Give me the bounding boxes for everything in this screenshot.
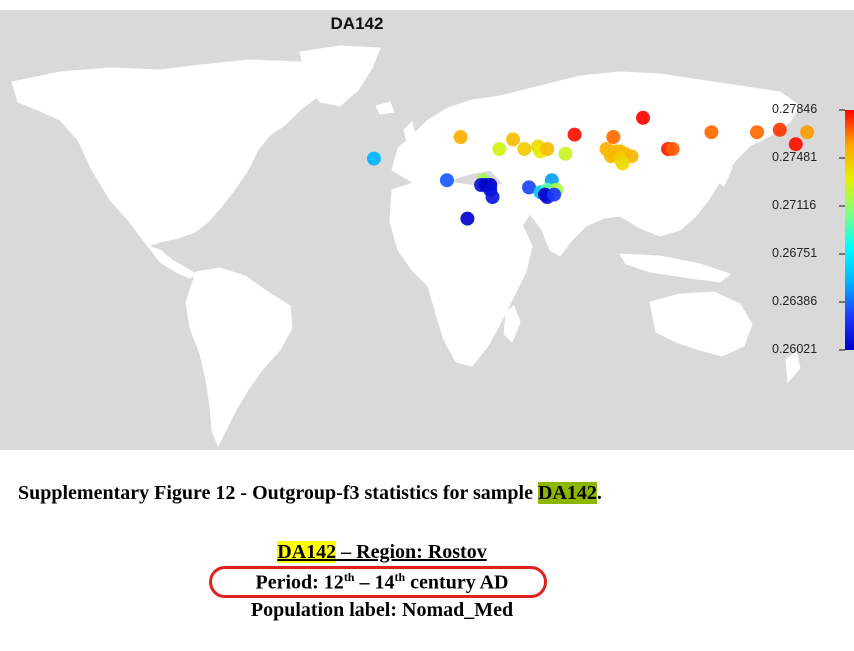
colorbar-tick-label: 0.27116	[772, 198, 817, 212]
colorbar-tick-label: 0.26386	[772, 294, 818, 308]
greenland	[299, 45, 381, 107]
map-figure: DA142 0.27846 0.27481 0.27116 0.26751 0.2638…	[0, 10, 854, 450]
colorbar-tick-label: 0.26021	[772, 342, 818, 356]
data-point	[772, 122, 787, 137]
info-region: – Region: Rostov	[336, 541, 487, 563]
data-point	[558, 146, 573, 161]
indonesia	[619, 253, 732, 283]
land-masses	[11, 45, 801, 448]
period-sup-1: th	[343, 570, 355, 584]
colorbar	[839, 109, 854, 351]
data-point	[492, 142, 507, 156]
data-point	[517, 142, 532, 156]
figure-caption: Supplementary Figure 12 - Outgroup-f3 st…	[18, 482, 602, 505]
data-point	[750, 125, 764, 140]
info-sample-highlight: DA142	[277, 541, 337, 563]
data-point	[800, 125, 815, 140]
north-america	[11, 59, 331, 247]
data-point	[615, 156, 630, 171]
data-point	[453, 130, 468, 144]
iceland	[375, 101, 395, 115]
data-point	[366, 151, 381, 166]
data-point	[460, 211, 475, 226]
data-point	[788, 137, 803, 152]
colorbar-gradient	[845, 110, 854, 350]
info-region-line: DA142 – Region: Rostov	[0, 541, 764, 564]
data-point	[485, 190, 500, 204]
data-point	[567, 127, 582, 142]
caption-prefix: Supplementary Figure 12 - Outgroup-f3 st…	[18, 482, 538, 504]
period-middle: – 14	[354, 571, 395, 594]
info-population-line: Population label: Nomad_Med	[250, 599, 514, 621]
caption-sample-highlight: DA142	[538, 482, 597, 504]
caption-suffix: .	[596, 482, 602, 504]
period-prefix: Period: 12	[255, 571, 344, 594]
japan	[715, 151, 733, 187]
data-point	[439, 173, 454, 188]
period-sup-2: th	[394, 570, 406, 584]
asia	[489, 71, 801, 257]
world-map	[11, 45, 854, 448]
data-point	[522, 180, 536, 195]
data-point	[636, 110, 650, 125]
central-america	[146, 245, 197, 279]
data-point	[547, 187, 562, 202]
colorbar-tick-label: 0.27846	[772, 102, 818, 116]
data-point	[704, 125, 719, 140]
colorbar-tick-label: 0.26751	[772, 246, 818, 260]
map-title: DA142	[330, 14, 384, 33]
south-america	[185, 267, 293, 448]
new-zealand	[785, 351, 801, 384]
australia	[649, 291, 753, 357]
uk	[403, 121, 417, 147]
madagascar	[503, 305, 521, 343]
data-point	[665, 142, 680, 156]
red-annotation-oval	[209, 566, 547, 598]
data-points	[366, 110, 815, 226]
info-period-line: Period: 12th – 14th century AD	[0, 570, 764, 595]
data-point	[606, 130, 621, 144]
data-point	[540, 142, 555, 156]
data-point	[506, 132, 521, 147]
colorbar-tick-label: 0.27481	[772, 150, 818, 164]
period-suffix: century AD	[405, 571, 509, 594]
